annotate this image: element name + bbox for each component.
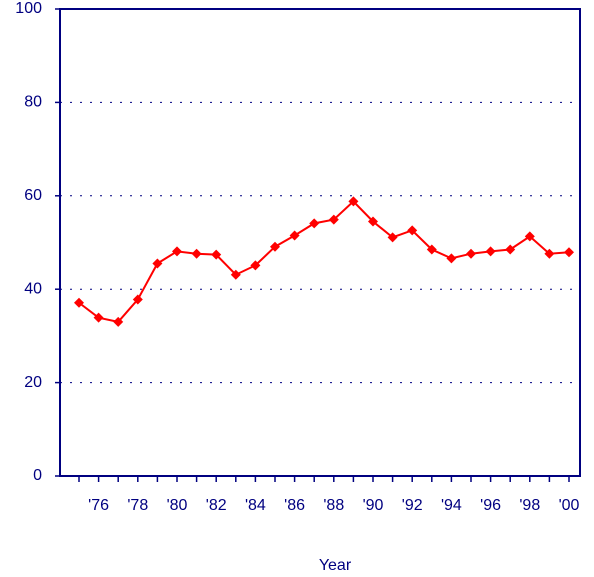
plot-frame [59,8,581,477]
data-point [524,231,535,242]
x-tick-label: '84 [245,497,266,514]
data-point [270,241,280,252]
x-tick-label: '98 [519,497,540,514]
y-tick-label: 0 [33,467,42,484]
y-tick-label: 20 [24,374,42,391]
data-line [78,200,570,323]
data-point [250,260,261,271]
y-tick-label: 100 [15,0,42,17]
data-point [172,246,182,257]
data-point [544,248,555,259]
x-tick-label: '92 [402,497,423,514]
data-point [132,294,143,305]
x-tick-label: '88 [323,497,344,514]
data-point [407,225,418,236]
data-point [230,269,241,280]
data-point [152,258,163,269]
data-point [564,247,574,258]
data-point [289,230,300,241]
data-point [191,248,202,259]
y-tick-label: 80 [24,94,42,111]
data-point [368,216,378,227]
y-tick-label: 40 [24,280,42,297]
data-point [211,249,222,260]
data-point [74,297,84,308]
data-point [466,248,476,259]
x-tick-label: '94 [441,497,462,514]
x-tick-label: '76 [88,497,109,514]
data-point [426,244,437,255]
data-point [485,246,496,257]
x-tick-label: '82 [206,497,227,514]
data-point [505,244,516,255]
x-tick-label: '90 [363,497,384,514]
x-tick-label: '80 [167,497,188,514]
data-point [446,253,457,264]
x-axis-label: Year [319,557,352,574]
y-tick-label: 60 [24,187,42,204]
data-point [328,214,339,225]
x-tick-label: '86 [284,497,305,514]
data-point [309,218,320,229]
data-point [93,312,104,323]
x-tick-label: '96 [480,497,501,514]
data-point [387,232,398,243]
data-point [113,316,124,327]
x-tick-label: '00 [559,497,580,514]
data-point [348,196,359,207]
x-tick-label: '78 [127,497,148,514]
